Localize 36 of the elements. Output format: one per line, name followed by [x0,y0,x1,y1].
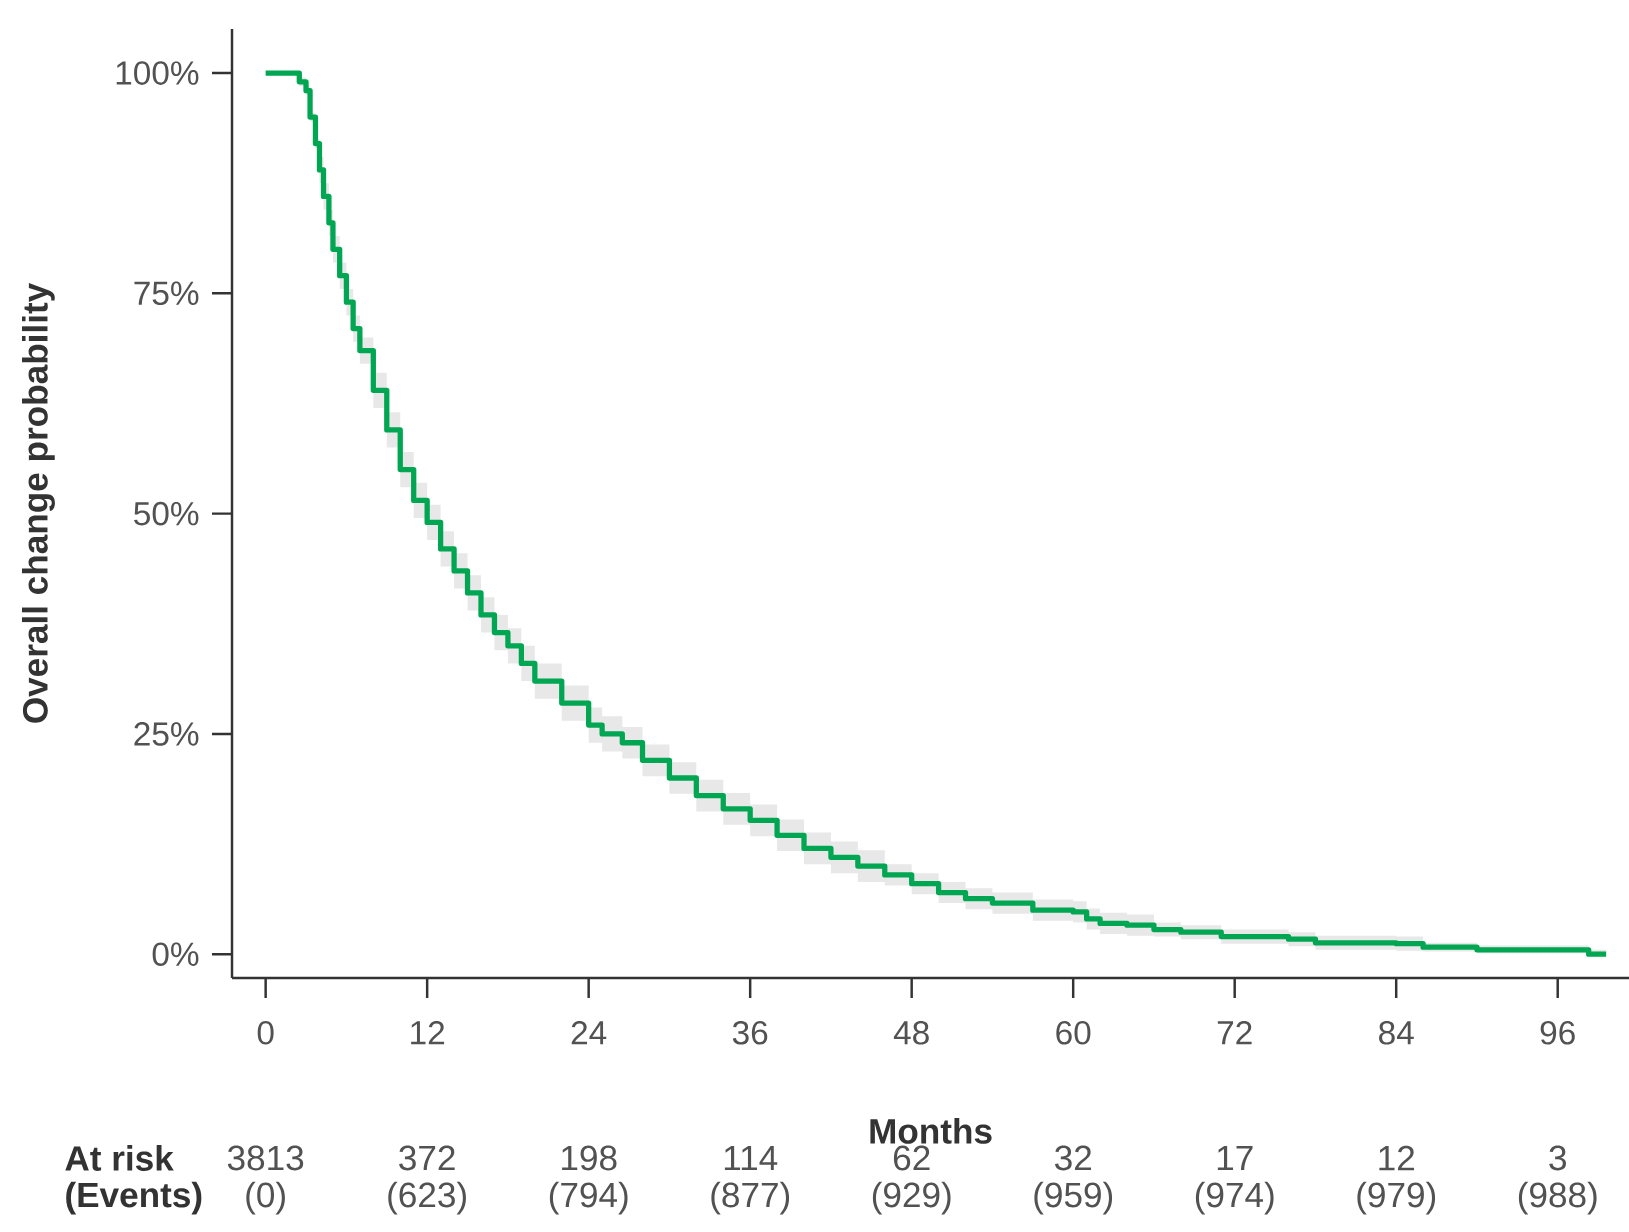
x-tick-label: 60 [1056,1020,1091,1045]
x-tick-label: 96 [1540,1020,1575,1045]
text: (0) [246,1181,285,1215]
text: 17 [1217,1145,1253,1171]
x-tick-label: 0 [257,1020,274,1045]
x-tick-label: 12 [411,1020,445,1045]
x-tick-label: 48 [893,1020,929,1045]
text: (988) [1518,1181,1597,1215]
y-axis-title: Overall change probability [22,283,55,723]
y-tick-label: 25% [134,722,199,746]
text: 3 [1549,1145,1566,1171]
text: (959) [1034,1181,1113,1215]
y-tick-label: 50% [134,501,199,526]
text: (929) [872,1181,951,1215]
text: (979) [1357,1181,1436,1215]
y-tick-label: 100% [116,61,199,85]
text: 12 [1379,1145,1415,1171]
text: (Events) [66,1181,202,1215]
text: (623) [388,1181,466,1215]
x-tick-label: 84 [1379,1020,1414,1045]
text: At risk [65,1145,174,1171]
text: 62 [893,1145,930,1171]
text: (794) [549,1181,628,1215]
text: 198 [562,1145,617,1171]
text: 32 [1055,1145,1092,1171]
text: 372 [399,1145,455,1171]
x-tick-label: 72 [1217,1020,1252,1045]
text: (877) [711,1181,790,1215]
text: 3813 [227,1145,304,1171]
y-tick-label: 75% [134,281,199,306]
x-tick-label: 36 [732,1020,768,1045]
text: 114 [724,1145,778,1171]
x-tick-label: 24 [571,1020,607,1045]
y-tick-label: 0% [152,942,199,967]
text: (974) [1195,1181,1274,1215]
x-axis-title: Months [870,1117,992,1144]
